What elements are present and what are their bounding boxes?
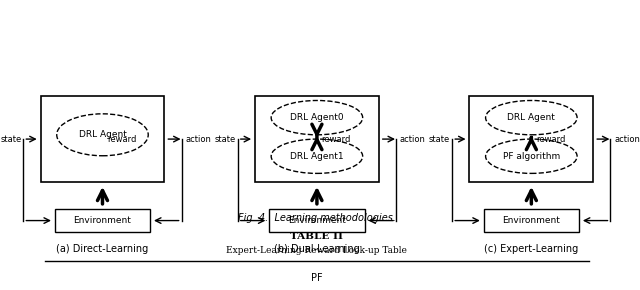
Text: PF algorithm: PF algorithm: [503, 152, 560, 161]
Text: Expert-Learning Reward Look-up Table: Expert-Learning Reward Look-up Table: [227, 246, 407, 255]
Ellipse shape: [271, 139, 363, 173]
Text: action: action: [614, 135, 640, 144]
Ellipse shape: [271, 101, 363, 135]
Text: Environment: Environment: [288, 216, 346, 225]
Text: reward: reward: [108, 135, 136, 144]
Bar: [269, 209, 365, 233]
Ellipse shape: [486, 101, 577, 135]
Text: Fig. 4.  Learning methodologies.: Fig. 4. Learning methodologies.: [238, 213, 396, 223]
Text: reward: reward: [322, 135, 351, 144]
Text: TABLE II: TABLE II: [291, 233, 344, 242]
Text: state: state: [0, 135, 22, 144]
Bar: [469, 96, 593, 182]
Ellipse shape: [486, 139, 577, 173]
Text: action: action: [186, 135, 211, 144]
Text: PF: PF: [311, 273, 323, 282]
Bar: [255, 96, 379, 182]
Text: DRL Agent: DRL Agent: [508, 113, 556, 122]
Text: Environment: Environment: [74, 216, 131, 225]
Text: state: state: [429, 135, 451, 144]
Bar: [40, 96, 164, 182]
Bar: [55, 209, 150, 233]
Text: DRL Agent1: DRL Agent1: [290, 152, 344, 161]
Bar: [484, 209, 579, 233]
Ellipse shape: [57, 114, 148, 156]
Text: (b) Dual-Learning: (b) Dual-Learning: [274, 244, 360, 254]
Text: reward: reward: [536, 135, 566, 144]
Text: DRL Agent0: DRL Agent0: [290, 113, 344, 122]
Text: action: action: [400, 135, 426, 144]
Text: Environment: Environment: [502, 216, 560, 225]
Text: (a) Direct-Learning: (a) Direct-Learning: [56, 244, 148, 254]
Text: (c) Expert-Learning: (c) Expert-Learning: [484, 244, 579, 254]
Text: DRL Agent: DRL Agent: [79, 130, 127, 139]
Text: state: state: [214, 135, 236, 144]
